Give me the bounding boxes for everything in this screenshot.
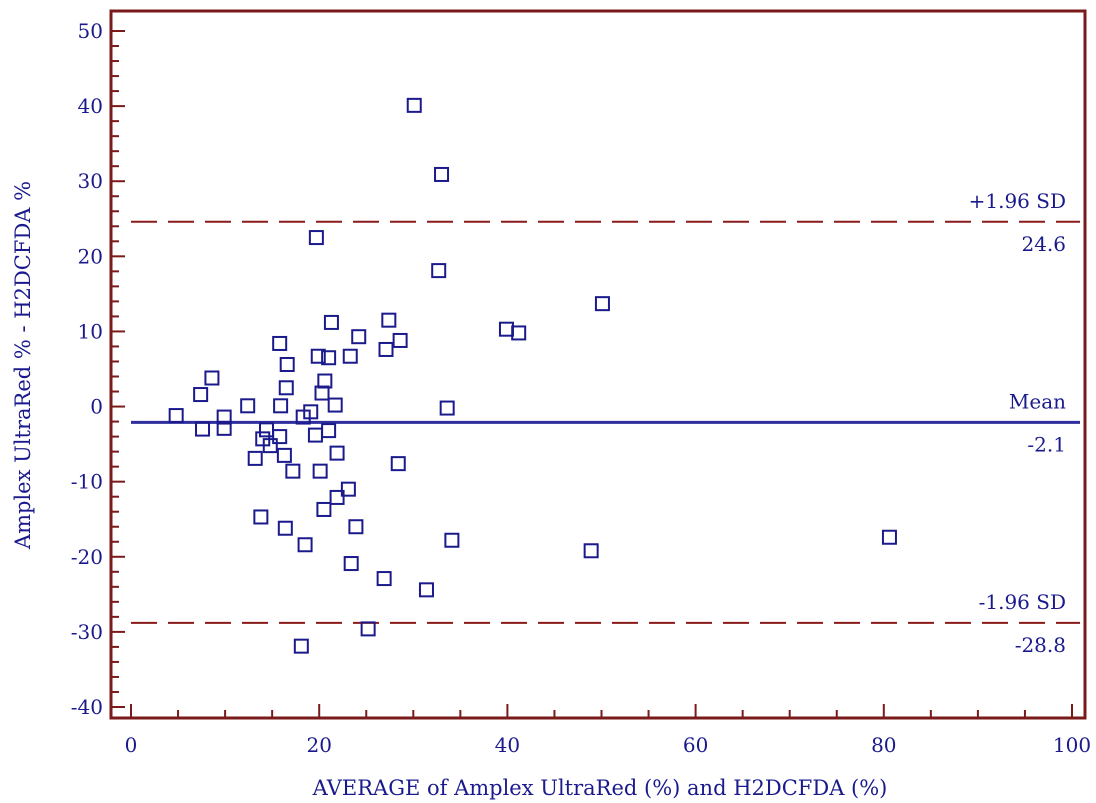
data-point	[511, 325, 527, 341]
data-point	[381, 312, 397, 328]
data-point	[329, 445, 345, 461]
data-point	[378, 341, 394, 357]
data-point	[390, 456, 406, 472]
data-point	[310, 348, 326, 364]
data-point	[278, 380, 294, 396]
data-point	[293, 638, 309, 654]
data-point	[351, 329, 367, 345]
data-point	[285, 463, 301, 479]
data-point	[329, 489, 345, 505]
data-point	[434, 166, 450, 182]
y-tick-label: 30	[78, 169, 103, 193]
reference-lines: +1.96 SD 24.6 Mean -2.1 -1.96 SD -28.8	[131, 189, 1080, 657]
data-point	[881, 529, 897, 545]
data-point	[272, 335, 288, 351]
data-point	[279, 356, 295, 372]
y-axis: -40 -30 -20 -10 0 10 20 30 40 50	[71, 19, 125, 719]
data-point	[204, 370, 220, 386]
x-tick-label: 0	[125, 733, 138, 757]
data-point	[262, 438, 278, 454]
plot-frame	[109, 9, 1087, 720]
data-point	[277, 520, 293, 536]
data-point	[247, 450, 263, 466]
y-tick-label: 10	[78, 319, 103, 343]
x-tick-label: 100	[1053, 733, 1091, 757]
data-point	[376, 571, 392, 587]
data-point	[498, 321, 514, 337]
data-point	[259, 422, 275, 438]
x-axis: 0 20 40 60 80 100	[125, 704, 1091, 757]
ref-line-value: 24.6	[1021, 232, 1066, 256]
ref-line-value: -2.1	[1027, 432, 1066, 456]
data-point	[327, 397, 343, 413]
x-tick-label: 40	[495, 733, 520, 757]
data-point	[360, 621, 376, 637]
data-point	[312, 463, 328, 479]
y-tick-label: -30	[71, 620, 103, 644]
ref-line-value: -28.8	[1015, 633, 1066, 657]
data-point	[216, 420, 232, 436]
data-point	[342, 348, 358, 364]
ref-line-name: +1.96 SD	[969, 189, 1066, 213]
x-axis-title: AVERAGE of Amplex UltraRed (%) and H2DCF…	[312, 776, 888, 800]
data-point	[323, 314, 339, 330]
data-point	[343, 556, 359, 572]
data-point	[406, 97, 422, 113]
data-point	[240, 398, 256, 414]
y-tick-label: -10	[71, 470, 103, 494]
x-tick-label: 20	[306, 733, 331, 757]
data-point	[303, 404, 319, 420]
data-point	[321, 423, 337, 439]
data-point	[308, 230, 324, 246]
data-point	[216, 409, 232, 425]
data-point	[431, 263, 447, 279]
y-tick-label: 20	[78, 244, 103, 268]
ref-line-name: -1.96 SD	[979, 590, 1066, 614]
ref-line-name: Mean	[1009, 389, 1066, 413]
data-point	[594, 296, 610, 312]
data-point	[272, 429, 288, 445]
data-point	[276, 447, 292, 463]
data-point	[273, 398, 289, 414]
data-point	[193, 387, 209, 403]
data-point	[317, 373, 333, 389]
y-tick-label: -40	[71, 695, 103, 719]
data-point	[340, 481, 356, 497]
data-point	[583, 543, 599, 559]
data-point	[439, 400, 455, 416]
data-point	[348, 519, 364, 535]
x-tick-label: 60	[683, 733, 708, 757]
data-point	[307, 427, 323, 443]
y-tick-label: 40	[78, 94, 103, 118]
data-point	[444, 532, 460, 548]
data-point	[195, 421, 211, 437]
data-point	[321, 350, 337, 366]
data-point	[316, 501, 332, 517]
y-tick-label: 50	[78, 19, 103, 43]
scatter-points	[168, 97, 897, 654]
y-tick-label: -20	[71, 545, 103, 569]
y-axis-title: Amplex UltraRed % - H2DCFDA %	[11, 181, 35, 550]
data-point	[392, 332, 408, 348]
x-tick-label: 80	[871, 733, 896, 757]
y-tick-label: 0	[90, 395, 103, 419]
data-point	[168, 408, 184, 424]
data-point	[297, 537, 313, 553]
data-point	[418, 582, 434, 598]
data-point	[253, 509, 269, 525]
data-point	[295, 409, 311, 425]
